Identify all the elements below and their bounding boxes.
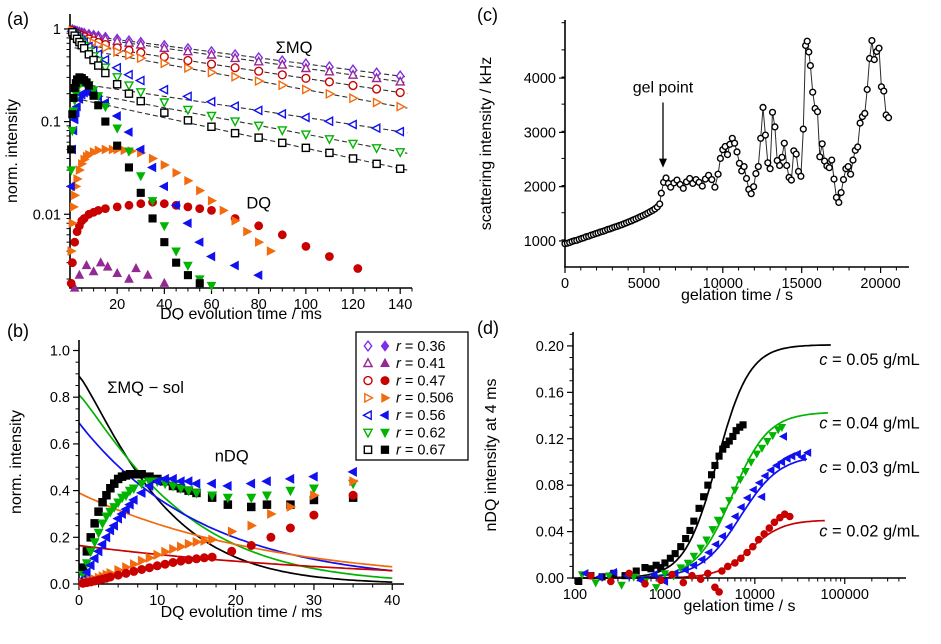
panel-a: 20 40 60 80 100 120 140 1 0.1 0.01 DQ evolution ti… <box>0 0 470 320</box>
svg-text:60: 60 <box>203 297 219 313</box>
svg-text:0.0: 0.0 <box>50 577 70 593</box>
svg-text:c = 0.03 g/mL: c = 0.03 g/mL <box>819 459 919 477</box>
svg-text:gelation time / s: gelation time / s <box>681 287 793 304</box>
svg-text:0.2: 0.2 <box>50 530 70 546</box>
panel-label-d: (d) <box>477 318 499 338</box>
svg-text:ΣMQ: ΣMQ <box>276 39 313 57</box>
svg-text:0.12: 0.12 <box>536 432 564 448</box>
svg-text:10000: 10000 <box>735 587 775 603</box>
svg-text:1000: 1000 <box>524 234 556 250</box>
svg-text:r = 0.47: r = 0.47 <box>396 373 446 389</box>
panel-d: 100 1000 10000 100000 0.00 0.04 0.08 0.12 0.16 0.… <box>470 320 941 644</box>
panel-c-chart: 0 5000 10000 15000 20000 1000 2000 3000 4000 gela… <box>478 20 909 304</box>
svg-text:140: 140 <box>388 297 412 313</box>
panel-a-chart: 20 40 60 80 100 120 140 1 0.1 0.01 DQ evolution ti… <box>4 14 413 320</box>
svg-text:40: 40 <box>156 297 172 313</box>
svg-text:nDQ intensity at 4 ms: nDQ intensity at 4 ms <box>483 379 500 532</box>
svg-text:1000: 1000 <box>649 587 681 603</box>
panel-c: 0 5000 10000 15000 20000 1000 2000 3000 4000 gela… <box>470 0 941 320</box>
svg-text:100000: 100000 <box>821 587 869 603</box>
svg-text:c = 0.02 g/mL: c = 0.02 g/mL <box>819 523 919 541</box>
svg-text:gelation time / s: gelation time / s <box>683 598 795 615</box>
svg-text:0.8: 0.8 <box>50 390 70 406</box>
svg-text:0.04: 0.04 <box>536 525 564 541</box>
svg-text:10: 10 <box>149 593 165 609</box>
svg-text:20: 20 <box>109 297 125 313</box>
svg-text:10000: 10000 <box>703 276 743 292</box>
svg-text:r = 0.506: r = 0.506 <box>396 391 454 407</box>
panel-label-a: (a) <box>7 9 29 29</box>
svg-text:0: 0 <box>561 276 569 292</box>
panel-label-c: (c) <box>477 5 498 25</box>
svg-text:c = 0.05 g/mL: c = 0.05 g/mL <box>819 351 919 369</box>
svg-text:c = 0.04 g/mL: c = 0.04 g/mL <box>819 415 919 433</box>
svg-text:0.08: 0.08 <box>536 478 564 494</box>
svg-text:DQ evolution time / ms: DQ evolution time / ms <box>160 306 322 320</box>
svg-text:r = 0.67: r = 0.67 <box>396 443 446 459</box>
svg-text:r = 0.56: r = 0.56 <box>396 408 446 424</box>
svg-text:DQ evolution time / ms: DQ evolution time / ms <box>161 604 323 621</box>
panel-b-chart: 0 10 20 30 40 0.0 0.2 0.4 0.6 0.8 1.0 DQ evolution … <box>8 331 469 621</box>
svg-text:5000: 5000 <box>628 276 660 292</box>
svg-text:15000: 15000 <box>782 276 822 292</box>
svg-text:r = 0.36: r = 0.36 <box>396 339 446 355</box>
svg-text:120: 120 <box>341 297 365 313</box>
svg-text:r = 0.62: r = 0.62 <box>396 425 446 441</box>
svg-text:gel point: gel point <box>633 79 694 96</box>
svg-text:0.00: 0.00 <box>536 571 564 587</box>
panel-b: 0 10 20 30 40 0.0 0.2 0.4 0.6 0.8 1.0 DQ evolution … <box>0 320 470 644</box>
svg-text:20000: 20000 <box>860 276 900 292</box>
svg-text:r = 0.41: r = 0.41 <box>396 356 446 372</box>
svg-text:ΣMQ − sol: ΣMQ − sol <box>107 379 184 397</box>
svg-text:norm. intensity: norm. intensity <box>4 99 21 203</box>
svg-text:1: 1 <box>53 22 61 38</box>
svg-text:0.6: 0.6 <box>50 437 70 453</box>
svg-text:2000: 2000 <box>524 180 556 196</box>
svg-text:4000: 4000 <box>524 71 556 87</box>
svg-text:nDQ: nDQ <box>215 448 249 466</box>
svg-text:DQ: DQ <box>246 195 271 213</box>
svg-text:norm. intensity: norm. intensity <box>8 410 25 514</box>
svg-text:0.1: 0.1 <box>41 115 61 131</box>
svg-text:40: 40 <box>384 593 400 609</box>
svg-text:0: 0 <box>75 593 83 609</box>
svg-text:0.16: 0.16 <box>536 385 564 401</box>
svg-text:0.01: 0.01 <box>33 207 61 223</box>
svg-text:scattering intensity / kHz: scattering intensity / kHz <box>478 57 495 230</box>
panel-d-chart: 100 1000 10000 100000 0.00 0.04 0.08 0.12 0.16 0.… <box>483 332 920 615</box>
panel-label-b: (b) <box>7 321 29 341</box>
svg-text:100: 100 <box>294 297 318 313</box>
svg-text:20: 20 <box>228 593 244 609</box>
svg-text:3000: 3000 <box>524 125 556 141</box>
svg-text:0.4: 0.4 <box>50 484 70 500</box>
svg-text:80: 80 <box>251 297 267 313</box>
svg-text:30: 30 <box>306 593 322 609</box>
svg-text:1.0: 1.0 <box>50 344 70 360</box>
svg-text:100: 100 <box>563 587 587 603</box>
svg-text:0.20: 0.20 <box>536 339 564 355</box>
